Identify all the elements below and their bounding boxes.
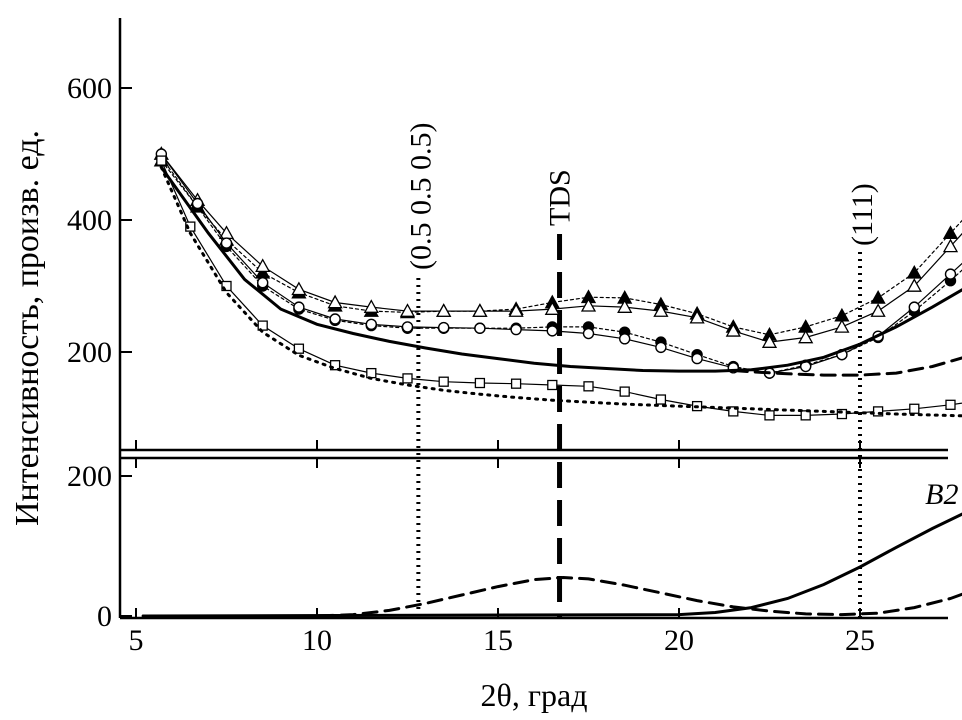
lower-y-tick-label: 200 bbox=[67, 460, 112, 493]
upper-curve-dotted bbox=[159, 165, 962, 418]
upper-point-open-triangle bbox=[834, 319, 850, 333]
upper-point-open-triangle bbox=[544, 301, 560, 315]
lower-curve-solid bbox=[141, 512, 962, 618]
upper-y-tick-label: 600 bbox=[67, 72, 112, 105]
upper-point-open-triangle bbox=[617, 299, 633, 313]
upper-y-tick-label: 200 bbox=[67, 336, 112, 369]
upper-point-open-square bbox=[800, 410, 811, 421]
tds-label: TDS bbox=[544, 169, 577, 226]
upper-point-open-square bbox=[221, 280, 232, 292]
upper-point-open-square bbox=[402, 373, 413, 384]
upper-point-open-circle bbox=[944, 268, 957, 280]
upper-point-open-square bbox=[836, 408, 848, 420]
upper-point-open-square bbox=[474, 377, 486, 389]
upper-point-open-triangle bbox=[508, 303, 524, 317]
upper-point-open-triangle bbox=[942, 238, 959, 253]
upper-point-open-circle bbox=[257, 277, 269, 289]
reflection-label: (0.5 0.5 0.5) bbox=[404, 123, 437, 270]
upper-point-open-triangle bbox=[761, 334, 778, 348]
upper-series-solid bbox=[159, 165, 962, 373]
upper-point-open-circle bbox=[908, 301, 920, 313]
upper-curve-filled-triangle bbox=[160, 160, 962, 336]
upper-point-open-triangle bbox=[399, 303, 416, 317]
upper-point-open-square bbox=[156, 155, 167, 166]
lower-series-solid bbox=[141, 512, 962, 618]
upper-point-open-triangle bbox=[327, 294, 343, 309]
annotation-layer: (0.5 0.5 0.5)TDS(111)TDS(1.5 1.5 1.5)(22… bbox=[404, 123, 958, 511]
upper-point-open-square bbox=[293, 343, 305, 354]
upper-point-open-circle bbox=[510, 323, 522, 336]
upper-point-open-square bbox=[945, 399, 956, 410]
upper-point-open-circle bbox=[293, 301, 305, 313]
x-tick-label: 15 bbox=[483, 624, 513, 657]
upper-point-open-square bbox=[583, 381, 594, 392]
upper-point-open-triangle bbox=[255, 258, 271, 273]
upper-curve-solid bbox=[159, 165, 962, 373]
upper-curve-dashed bbox=[731, 356, 962, 377]
upper-point-open-circle bbox=[329, 313, 341, 325]
upper-point-open-triangle bbox=[653, 303, 669, 317]
upper-point-open-circle bbox=[474, 322, 486, 334]
upper-point-open-triangle bbox=[906, 278, 922, 292]
x-tick-label: 25 bbox=[845, 624, 875, 657]
lower-curve-dashed bbox=[141, 575, 962, 618]
upper-point-open-circle bbox=[546, 325, 558, 337]
upper-series-open-square bbox=[156, 155, 962, 421]
x-axis-label: 2θ, град bbox=[481, 677, 588, 713]
upper-point-open-circle bbox=[691, 352, 703, 365]
upper-point-open-square bbox=[655, 394, 667, 405]
lower-y-tick-label: 0 bbox=[97, 600, 112, 633]
upper-point-open-triangle bbox=[689, 309, 705, 324]
lower-series-dashed bbox=[141, 575, 962, 618]
upper-series-open-triangle bbox=[153, 146, 962, 348]
panel-frames bbox=[118, 18, 948, 620]
reflection-label: (111) bbox=[846, 183, 879, 246]
upper-point-open-square bbox=[619, 386, 630, 397]
y-axis-label: Интенсивность, произв. ед. bbox=[9, 130, 46, 526]
upper-point-open-circle bbox=[401, 321, 414, 333]
upper-point-open-circle bbox=[220, 237, 233, 249]
upper-point-open-square bbox=[872, 406, 884, 417]
upper-point-open-triangle bbox=[725, 323, 741, 337]
upper-point-open-square bbox=[438, 376, 449, 387]
upper-point-filled-triangle bbox=[870, 290, 886, 304]
upper-point-open-square bbox=[764, 410, 775, 421]
upper-point-open-triangle bbox=[363, 299, 379, 313]
upper-point-open-triangle bbox=[870, 303, 886, 317]
upper-point-open-triangle bbox=[798, 329, 814, 344]
upper-point-filled-triangle bbox=[906, 264, 922, 279]
upper-curve-open-triangle bbox=[160, 153, 962, 343]
upper-point-open-circle bbox=[365, 318, 377, 330]
upper-point-open-circle bbox=[191, 197, 204, 210]
upper-y-tick-label: 400 bbox=[67, 204, 112, 237]
upper-point-open-triangle bbox=[580, 297, 597, 312]
upper-series-dashed bbox=[731, 356, 962, 377]
tick-layer: 510152025303540452004006000200 bbox=[67, 72, 875, 657]
b2-label: B2 bbox=[925, 478, 958, 511]
x-tick-label: 20 bbox=[664, 624, 694, 657]
upper-point-open-circle bbox=[438, 321, 450, 334]
upper-point-open-triangle bbox=[436, 303, 452, 317]
upper-point-open-circle bbox=[655, 341, 667, 354]
upper-point-open-circle bbox=[582, 327, 595, 340]
upper-point-open-square bbox=[547, 379, 558, 391]
upper-point-open-square bbox=[510, 378, 522, 389]
upper-point-open-square bbox=[909, 403, 920, 414]
upper-point-open-square bbox=[329, 360, 341, 371]
series-layer bbox=[141, 146, 962, 618]
upper-point-open-triangle bbox=[472, 303, 488, 317]
upper-point-open-square bbox=[366, 367, 377, 379]
x-tick-label: 10 bbox=[302, 624, 332, 657]
upper-point-open-triangle bbox=[291, 281, 307, 296]
upper-series-dotted bbox=[159, 165, 962, 418]
upper-point-filled-triangle bbox=[942, 225, 959, 240]
reference-lines bbox=[416, 234, 862, 618]
x-tick-label: 5 bbox=[129, 624, 144, 657]
upper-point-open-circle bbox=[619, 333, 631, 345]
upper-point-open-square bbox=[728, 406, 739, 417]
